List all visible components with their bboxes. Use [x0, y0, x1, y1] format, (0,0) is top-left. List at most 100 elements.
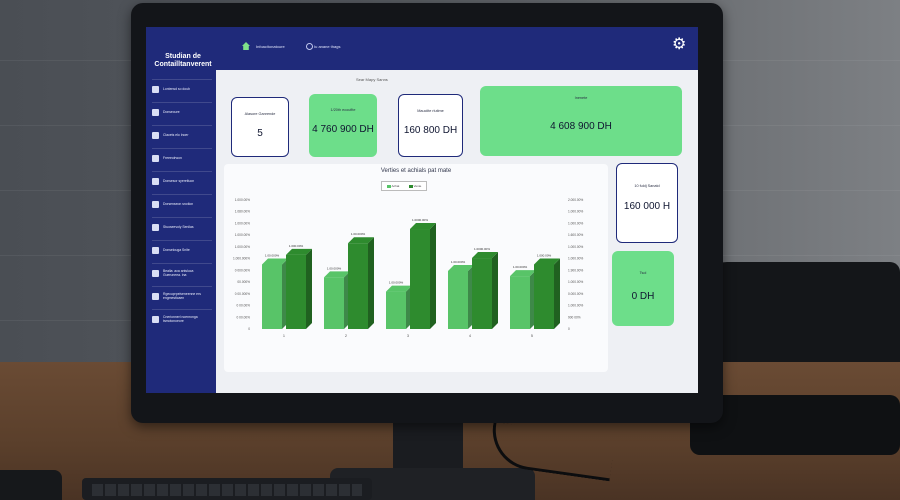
menu-item-icon	[152, 177, 159, 185]
data-label: 1.0000.00%	[474, 247, 490, 251]
sidebar-item-label: Bealla: aca antsluca Gueruneea. ina	[163, 269, 194, 277]
data-label: 1.00.000%	[265, 254, 280, 258]
bar-top	[386, 285, 412, 292]
data-label: 1.00.000%	[327, 266, 342, 270]
bar	[324, 277, 344, 329]
card-value: 4 608 900 DH	[550, 121, 612, 132]
bar-top	[410, 223, 436, 230]
bar-top	[472, 252, 498, 259]
menu-item-icon	[152, 223, 159, 231]
y-tick-left: 00.000%	[237, 280, 250, 284]
y-tick-left: 1.000.00%	[235, 245, 250, 249]
gear-icon[interactable]: ⚙	[672, 36, 687, 53]
bar	[348, 243, 368, 329]
bar-top	[510, 270, 536, 277]
bar	[410, 229, 430, 329]
sidebar-item-label: Stuoseevoly Senilas	[163, 225, 194, 229]
card-title: Alasore Ganrende	[244, 112, 276, 116]
card-title: Tsol	[639, 271, 647, 275]
y-tick-left: 0 00.00%	[237, 315, 251, 319]
bar-top	[262, 258, 288, 265]
circle-icon	[306, 43, 313, 50]
y-tick-right: 1.000.00%	[568, 280, 583, 284]
bar	[510, 276, 530, 329]
chair-seat	[690, 395, 900, 455]
data-label: 1.0000.00%	[412, 218, 428, 222]
sidebar-item[interactable]: Cnerionnerl noenronga tsmotonoeore	[152, 309, 212, 328]
menu-item-icon	[152, 269, 159, 277]
sidebar-item[interactable]: Freeeolrwon	[152, 148, 212, 167]
bar-chart: 0 0 00.00% 0 00.00% 0 00.000% 00.000% 0 000.0…	[233, 198, 583, 338]
dashboard-screen: Studian de Contailltanverent Lontensd so…	[146, 27, 698, 393]
sidebar-item[interactable]: Lontensd so doub	[152, 79, 212, 98]
sidebar-item[interactable]: Donselouga Snite	[152, 240, 212, 259]
bar	[262, 264, 282, 329]
data-label: 1.00.000%	[451, 260, 466, 264]
sidebar-item[interactable]: Clacets elo Inoer	[152, 125, 212, 144]
card-title: 1/20th ecoufite	[330, 108, 356, 112]
keyboard-keys	[92, 484, 362, 496]
sidebar-item-label: Lontensd so doub	[163, 87, 190, 91]
filter-bar[interactable]: Sear Mapy Sanns	[356, 77, 388, 82]
bar-side	[554, 258, 560, 329]
bar-side	[306, 248, 312, 329]
sidebar-item[interactable]: Dorsenseon snotion	[152, 194, 212, 213]
data-label: 1.000.00%	[289, 244, 304, 248]
topbar-item-1[interactable]: Infoacitonatoure	[256, 44, 285, 49]
y-tick-right: 0.000.00%	[568, 292, 583, 296]
bar-side	[492, 252, 498, 329]
card-stock: 10 fuldj Sanatd 160 000 H	[616, 163, 678, 243]
phone	[0, 470, 62, 500]
y-tick-right: 1.000.00%	[568, 304, 583, 308]
bar-top	[348, 237, 374, 244]
sidebar-item[interactable]: Rgecuprpeiveneenne ers engmesticaen	[152, 286, 212, 305]
sidebar-item[interactable]: Bealla: aca antsluca Gueruneea. ina	[152, 263, 212, 282]
sidebar: Studian de Contailltanverent Lontensd so…	[146, 27, 216, 393]
home-icon[interactable]	[242, 42, 250, 50]
y-tick-right: 1.600.00%	[568, 233, 583, 237]
y-tick-left: 0 00.00%	[237, 304, 251, 308]
sidebar-item-label: Clacets elo Inoer	[163, 133, 189, 137]
card-value: 160 800 DH	[403, 125, 458, 136]
card-clients: Alasore Ganrende 5	[231, 97, 289, 157]
chart-panel: Verties et achials pat mate Achat Vente …	[224, 164, 608, 372]
data-label: 1.00.000%	[389, 281, 404, 285]
bar-top	[534, 258, 560, 265]
chart-legend[interactable]: Achat Vente	[381, 181, 427, 191]
bar-top	[448, 264, 474, 271]
sidebar-item[interactable]: Donseoure	[152, 102, 212, 121]
sidebar-item-label: Donsesor syeretluon	[163, 179, 195, 183]
bar	[448, 270, 468, 329]
x-tick-label: 4	[469, 334, 471, 338]
menu-item-icon	[152, 154, 159, 162]
card-title: Mauciite rlutime	[417, 109, 444, 113]
bar-side	[368, 237, 374, 329]
x-tick-label: 2	[345, 334, 347, 338]
y-tick-right: 1.000.00%	[568, 210, 583, 214]
card-margin: Mauciite rlutime 160 800 DH	[398, 94, 463, 157]
card-revenue: 1/20th ecoufite 4 760 900 DH	[309, 94, 377, 157]
bar-top	[286, 248, 312, 255]
card-value: 160 000 H	[623, 201, 671, 212]
card-value: 4 760 900 DH	[312, 124, 374, 135]
bar	[286, 254, 306, 329]
y-tick-left: 1.000.00%	[235, 233, 250, 237]
sidebar-item-label: Dorsenseon snotion	[163, 202, 194, 206]
topbar: Infoacitonatoure Iu anane thags ⚙	[216, 27, 698, 70]
sidebar-item-label: Rgecuprpeiveneenne ers engmesticaen	[163, 292, 201, 300]
y-tick-left: 0	[248, 327, 250, 331]
sidebar-item[interactable]: Donsesor syeretluon	[152, 171, 212, 190]
sidebar-item[interactable]: Stuoseevoly Senilas	[152, 217, 212, 236]
menu-item-icon	[152, 85, 159, 93]
menu-item-icon	[152, 131, 159, 139]
menu-item-icon	[152, 108, 159, 116]
data-label: 1.00.000%	[513, 265, 528, 269]
legend-label: Vente	[413, 184, 422, 188]
x-tick-label: 3	[407, 334, 409, 338]
legend-item-vente: Vente	[408, 184, 422, 188]
topbar-item-2[interactable]: Iu anane thags	[314, 44, 341, 49]
chart-title: Verties et achials pat mate	[380, 168, 452, 174]
monitor-stand-neck	[393, 420, 463, 475]
app-brand: Studian de Contailltanverent	[154, 53, 212, 68]
legend-item-achat: Achat	[386, 184, 399, 188]
